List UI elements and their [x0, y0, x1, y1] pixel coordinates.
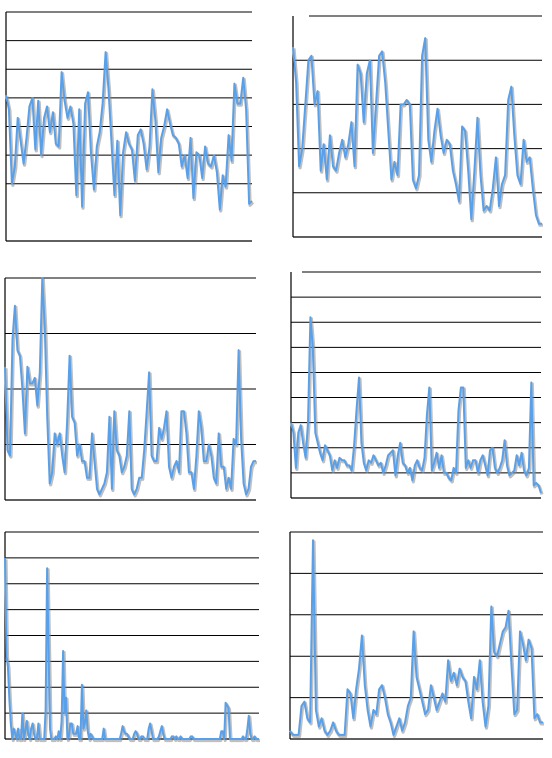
series-line-2-1 — [292, 37, 542, 225]
series-line-5-1 — [4, 557, 259, 740]
series-line-shadow-4-1 — [290, 317, 544, 495]
chart-panel-6 — [289, 531, 544, 740]
series-line-3-1 — [4, 277, 256, 496]
chart-panel-4 — [290, 271, 544, 499]
series-line-shadow-6-1 — [289, 540, 544, 739]
chart-panel-3 — [4, 277, 257, 501]
series-line-shadow-1-1 — [5, 51, 255, 219]
series-line-6-1 — [289, 539, 543, 736]
chart-panel-5 — [4, 531, 261, 743]
series-line-4-1 — [290, 316, 542, 494]
series-line-shadow-2-1 — [292, 37, 543, 227]
series-line-1-1 — [5, 51, 253, 217]
chart-panel-2 — [292, 15, 543, 238]
chart-panel-1 — [5, 11, 255, 242]
